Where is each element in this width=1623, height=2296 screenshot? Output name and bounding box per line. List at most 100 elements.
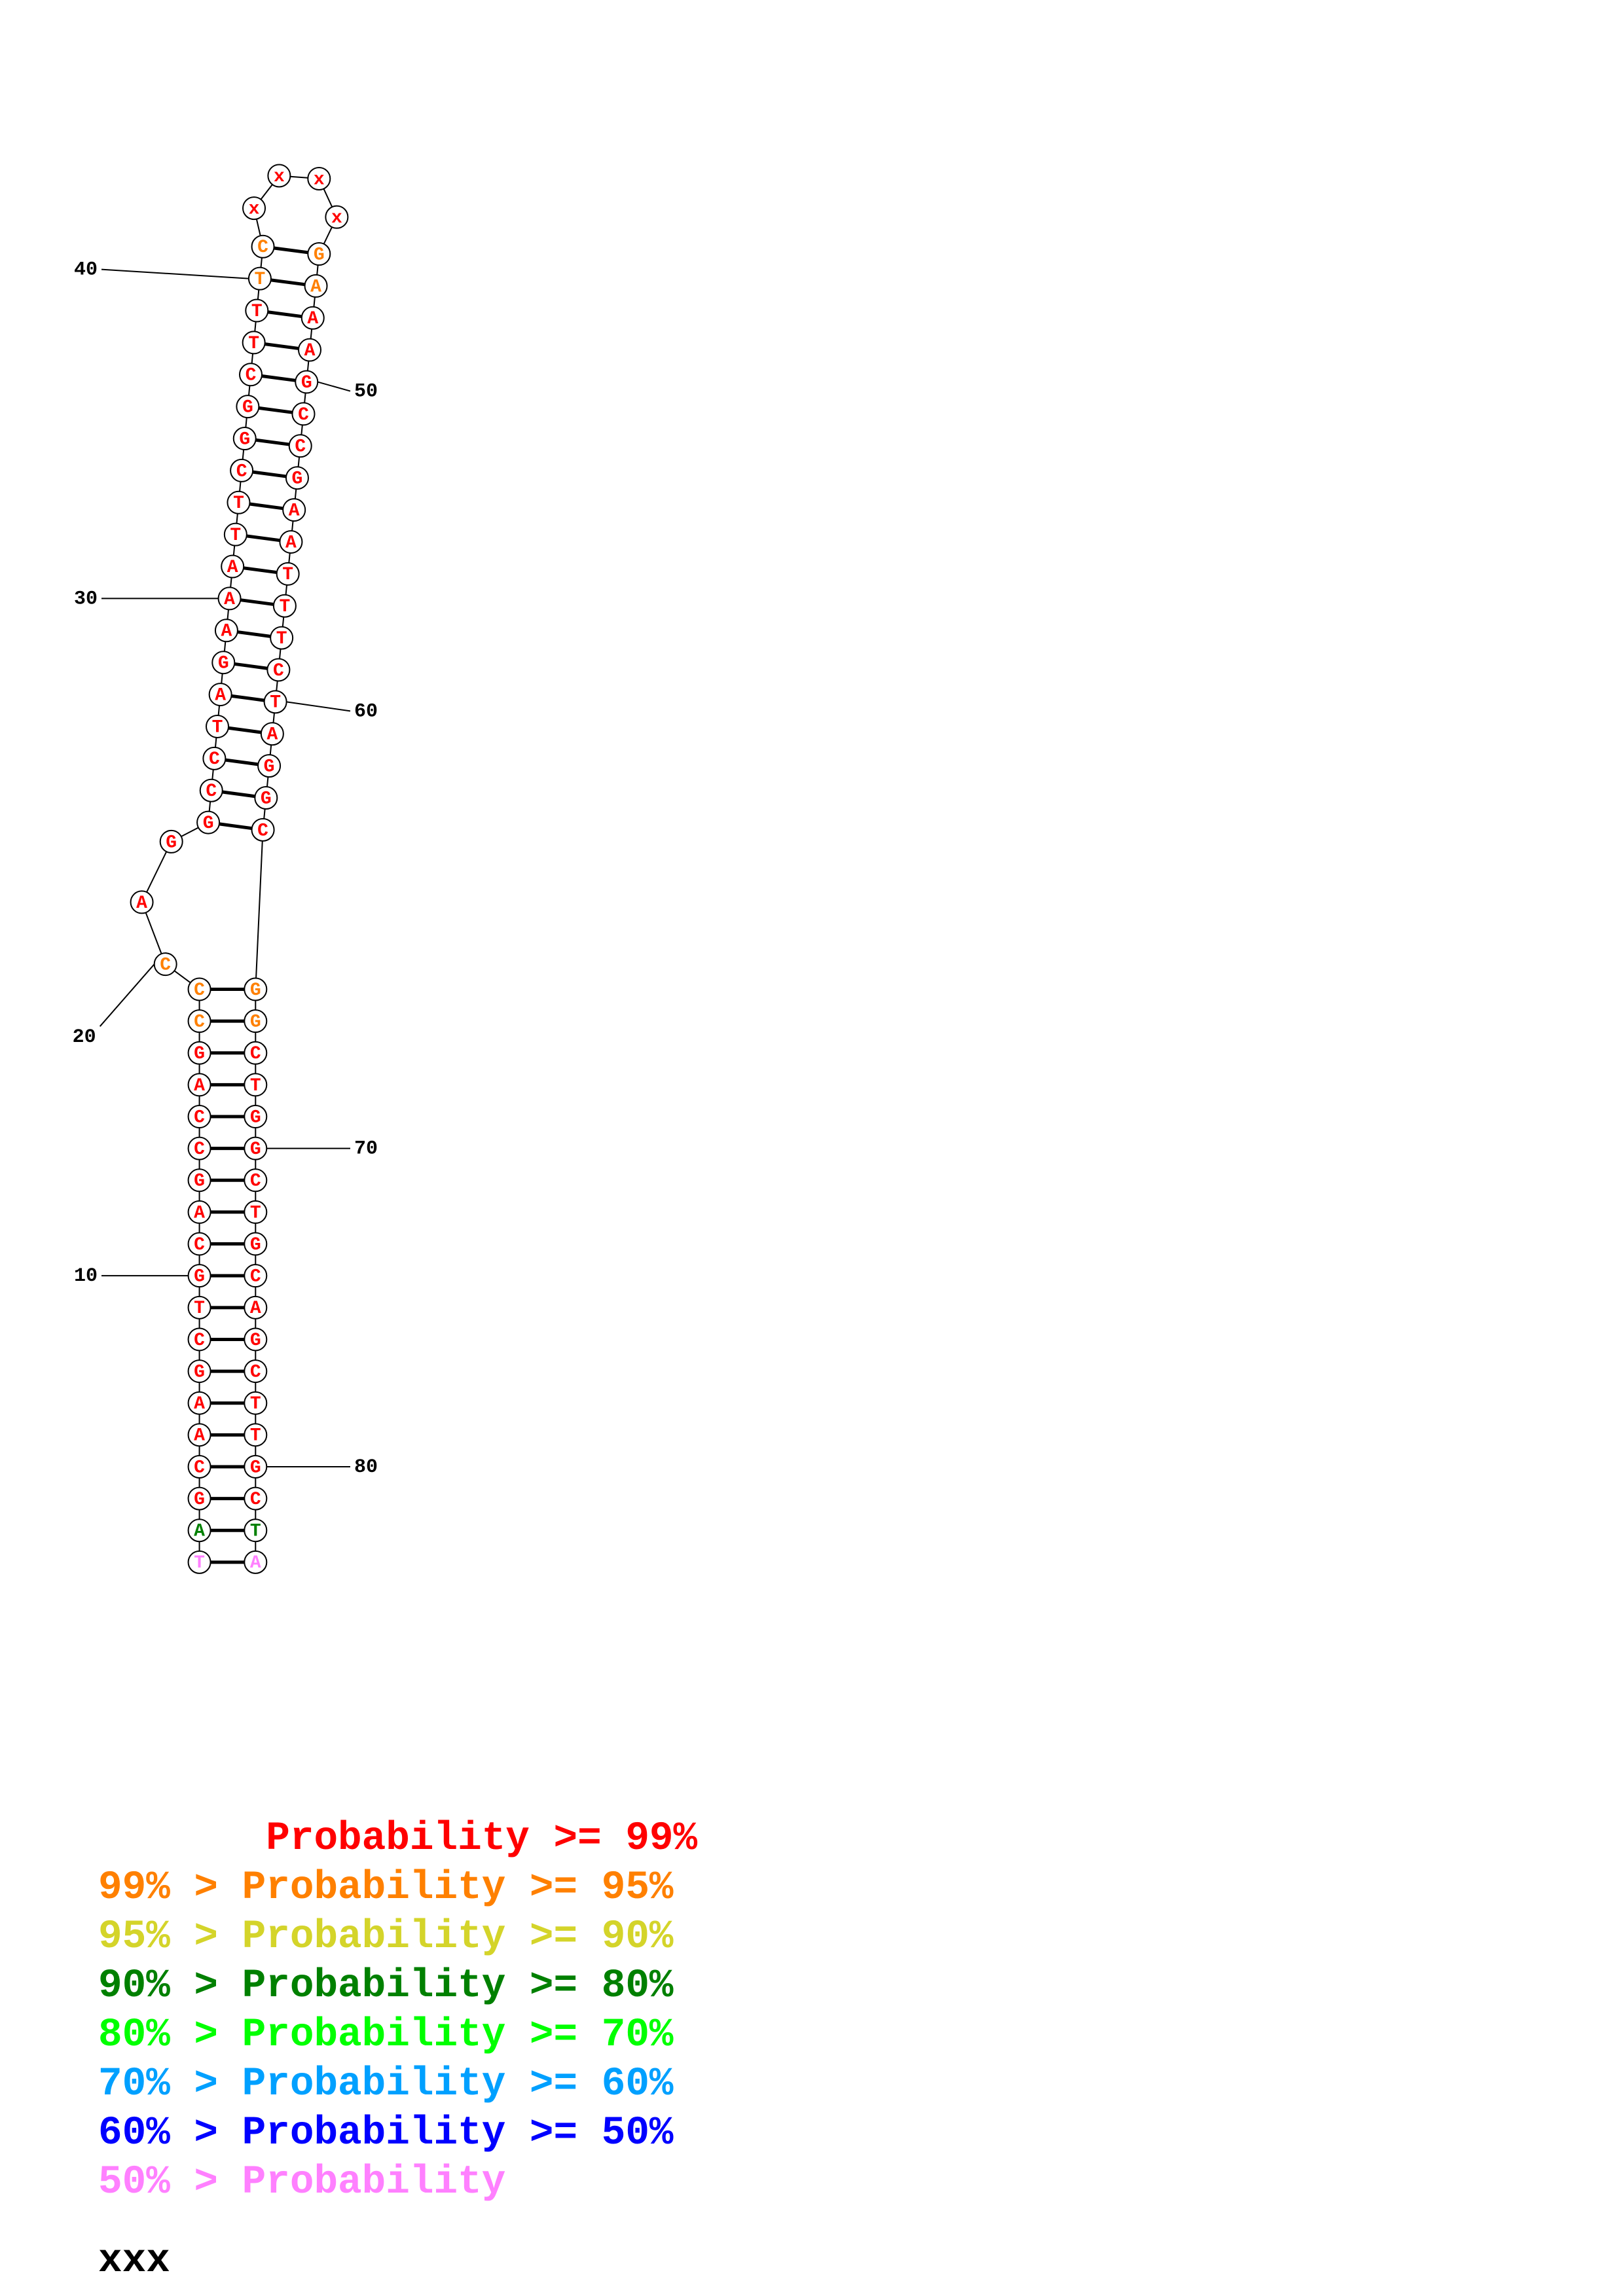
nucleotide-circle <box>187 1454 211 1479</box>
nucleotide-circle <box>187 1073 211 1097</box>
nucleotide-circle <box>187 1232 211 1256</box>
legend-footer: xxx <box>98 2238 170 2284</box>
base-pair-bond <box>249 502 283 511</box>
position-label-30: 30 <box>74 588 98 610</box>
base-pair-bond <box>234 662 268 670</box>
nucleotide-circle <box>230 458 254 482</box>
nucleotide-circle <box>217 586 242 611</box>
nucleotide-base: T <box>250 1522 261 1542</box>
nucleotide-base: C <box>194 1139 205 1160</box>
nucleotide-5: A <box>187 1423 211 1447</box>
nucleotide-base: G <box>194 1267 205 1287</box>
nucleotide-base: C <box>194 1013 205 1033</box>
nucleotide-circle <box>187 1327 211 1352</box>
base-pair-bond <box>240 598 274 606</box>
nucleotide-14: C <box>187 1136 211 1160</box>
nucleotide-base: T <box>194 1553 205 1573</box>
base-pair-bond <box>228 726 262 734</box>
nucleotide-base: G <box>194 1490 205 1510</box>
nucleotide-base: C <box>194 980 205 1001</box>
nucleotide-base: T <box>270 693 281 713</box>
base-pair-bond <box>255 438 290 446</box>
nucleotide-circle <box>244 1391 268 1415</box>
nucleotide-circle <box>187 1136 211 1160</box>
nucleotide-55: A <box>279 529 303 554</box>
base-pair-bond <box>243 566 278 575</box>
nucleotide-79: T <box>244 1423 268 1447</box>
nucleotide-52: C <box>288 434 312 458</box>
nucleotide-base: A <box>266 725 278 745</box>
nucleotide-38: T <box>242 331 266 355</box>
nucleotide-base: G <box>264 757 275 778</box>
nucleotide-circle <box>263 690 287 714</box>
nucleotide-65: G <box>244 977 268 1001</box>
nucleotide-circle <box>254 785 278 810</box>
nucleotide-40: T <box>247 266 272 291</box>
nucleotide-41: C <box>251 234 275 259</box>
nucleotide-circle <box>187 1009 211 1033</box>
nucleotide-base: T <box>255 270 266 290</box>
nucleotide-base: T <box>282 565 293 585</box>
nucleotide-circle <box>251 817 275 842</box>
legend-line-p90: 95% > Probability >= 90% <box>98 1914 674 1960</box>
nucleotide-base: A <box>224 590 235 610</box>
nucleotide-base: C <box>194 1107 205 1128</box>
nucleotide-base: A <box>194 1076 205 1096</box>
nucleotide-circle <box>276 562 300 586</box>
nucleotide-circle <box>244 1359 268 1384</box>
nucleotide-54: A <box>282 498 306 522</box>
nucleotide-circle <box>244 1041 268 1065</box>
nucleotide-base: T <box>230 526 241 546</box>
nucleotide-circle <box>325 205 349 229</box>
nucleotide-circle <box>239 363 263 387</box>
nucleotide-circle <box>244 1486 268 1511</box>
nucleotide-66: G <box>244 1009 268 1033</box>
nucleotide-base: G <box>242 398 253 418</box>
nucleotide-base: A <box>250 1553 261 1573</box>
nucleotide-circle <box>244 977 268 1001</box>
nucleotide-circle <box>257 754 282 778</box>
position-label-leader <box>99 963 155 1027</box>
nucleotide-57: T <box>272 594 297 618</box>
nucleotide-43: x <box>267 164 291 188</box>
nucleotide-circle <box>282 498 306 522</box>
nucleotide-base: T <box>248 334 259 354</box>
nucleotide-circle <box>187 1200 211 1224</box>
nucleotide-base: C <box>194 1458 205 1478</box>
nucleotide-69: G <box>244 1105 268 1129</box>
nucleotide-3: G <box>187 1486 211 1511</box>
nucleotide-83: A <box>244 1550 268 1574</box>
nucleotide-circle <box>187 1423 211 1447</box>
nucleotide-circle <box>244 1136 268 1160</box>
nucleotide-9: T <box>187 1295 211 1319</box>
nucleotide-base: T <box>250 1076 261 1096</box>
nucleotide-circle <box>244 1232 268 1256</box>
nucleotide-base: G <box>218 654 229 674</box>
nucleotide-circle <box>214 619 238 643</box>
nucleotide-base: C <box>236 461 247 482</box>
nucleotide-37: C <box>239 363 263 387</box>
legend-line-p70: 80% > Probability >= 70% <box>98 2013 674 2058</box>
position-label-leader <box>286 701 351 712</box>
nucleotide-base: T <box>251 302 263 322</box>
nucleotide-base: G <box>194 1044 205 1064</box>
nucleotide-circle <box>208 683 232 707</box>
nucleotide-base: T <box>212 717 223 738</box>
nucleotide-base: C <box>250 1362 261 1382</box>
nucleotide-60: T <box>263 690 287 714</box>
nucleotide-base: x <box>274 167 285 187</box>
base-pair-bond <box>264 342 299 350</box>
nucleotide-22: G <box>159 829 183 853</box>
nucleotide-circle <box>307 242 331 266</box>
nucleotide-base: A <box>194 1522 205 1542</box>
nucleotide-base: G <box>261 789 272 809</box>
nucleotide-base: C <box>209 749 220 770</box>
nucleotide-circle <box>244 1168 268 1193</box>
nucleotide-20: C <box>153 952 177 977</box>
nucleotide-46: G <box>307 242 331 266</box>
base-pair-bond <box>258 406 293 414</box>
base-pair-bond <box>222 790 255 798</box>
nucleotide-15: C <box>187 1105 211 1129</box>
nucleotide-76: G <box>244 1327 268 1352</box>
